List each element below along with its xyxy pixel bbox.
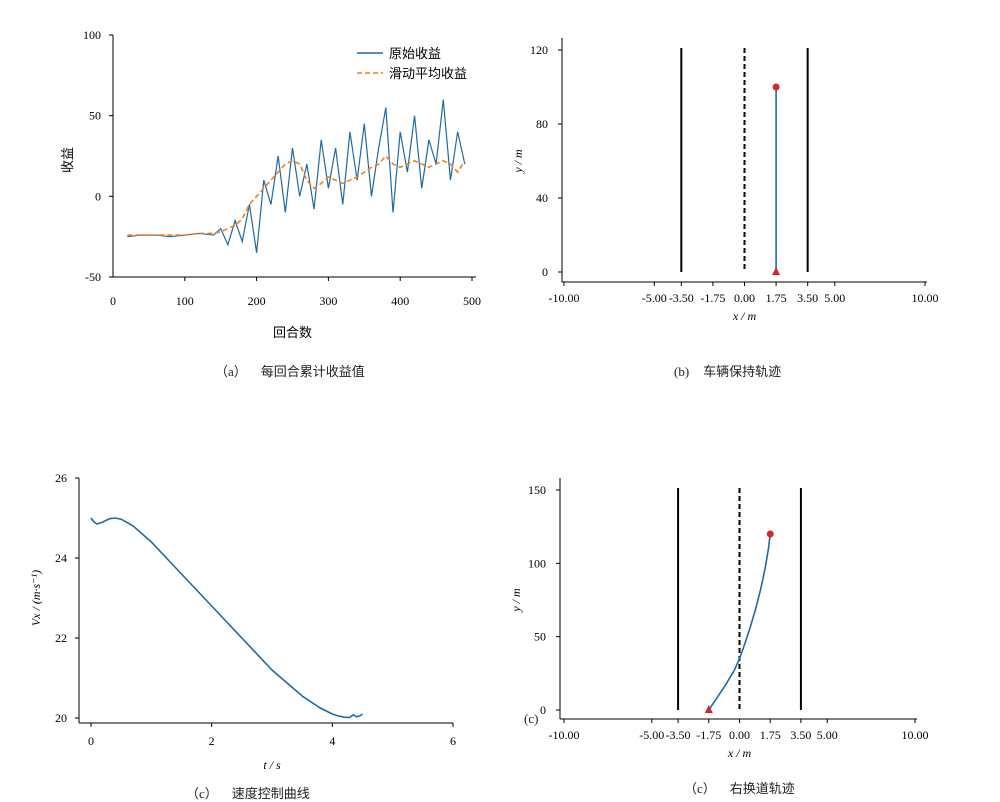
b-x-tick-label: -3.50 [669,291,694,305]
caption-c1-tag: （c） [186,786,218,801]
c1-y-axis-title: Vx / (m·s⁻¹) [29,570,43,626]
caption-b-text: 车辆保持轨迹 [703,364,782,379]
b-start-marker [772,267,781,275]
c1-x-tick-label: 4 [329,734,335,748]
c2-trajectory [708,533,772,711]
b-x-tick-label: 10.00 [912,291,939,305]
b-y-tick-label: 0 [542,265,548,279]
b-x-tick-label: 5.00 [824,291,845,305]
b-y-axis-title: y / m [511,149,525,174]
c2-x-tick-label: 3.50 [790,728,811,742]
b-y-tick-label: 80 [536,117,548,131]
a-x-tick-label: 200 [248,294,266,308]
c2-end-marker [766,530,774,538]
c2-y-tick-label: 150 [528,483,546,497]
c1-velocity-line [90,517,363,719]
b-x-tick-label: -10.00 [549,291,580,305]
c1-y-tick-label: 24 [55,551,67,565]
b-y-tick-label: 40 [536,191,548,205]
c2-x-tick-label: 5.00 [817,728,838,742]
caption-a-text: 每回合累计收益值 [260,364,365,379]
c2-x-tick-label: -1.75 [696,728,721,742]
a-legend-label: 滑动平均收益 [389,66,467,81]
b-x-tick-label: -1.75 [700,291,725,305]
c2-y-axis-title: y / m [509,588,523,613]
c1-x-tick-label: 2 [209,734,215,748]
b-x-tick-label: 3.50 [797,291,818,305]
c2-y-tick-label: 50 [534,630,546,644]
a-x-tick-label: 500 [463,294,481,308]
caption-a: （a） 每回合累计收益值 [215,361,379,380]
c2-x-tick-label: -5.00 [639,728,664,742]
a-x-tick-label: 400 [391,294,409,308]
c2-y-tick-label: 100 [528,556,546,570]
caption-c1-text: 速度控制曲线 [231,786,310,801]
c2-y-tick-label: 0 [540,703,546,717]
stray-label: (c) [524,711,539,726]
caption-c2: （c） 右换道轨迹 [684,778,809,797]
c1-x-tick-label: 6 [450,734,456,748]
c2-start-marker [704,705,713,713]
a-y-axis-title: 收益 [60,147,75,173]
b-x-axis-title: x / m [732,309,757,323]
b-y-tick-label: 120 [530,43,548,57]
a-x-axis-title: 回合数 [273,325,312,340]
a-x-tick-label: 0 [110,294,116,308]
a-y-tick-label: 0 [95,189,101,203]
c1-y-tick-label: 26 [55,471,67,485]
caption-a-tag: （a） [215,364,247,379]
b-x-tick-label: -5.00 [642,291,667,305]
a-x-tick-label: 100 [176,294,194,308]
c1-y-tick-label: 22 [55,631,67,645]
b-x-tick-label: 0.00 [734,291,755,305]
b-x-tick-label: 1.75 [766,291,787,305]
c2-x-tick-label: -3.50 [666,728,691,742]
c1-x-tick-label: 0 [88,734,94,748]
caption-c1: （c） 速度控制曲线 [186,783,324,802]
caption-b: (b) 车辆保持轨迹 [674,361,795,380]
caption-c2-text: 右换道轨迹 [729,781,795,796]
c1-y-tick-label: 20 [55,711,67,725]
c2-x-tick-label: 0.00 [729,728,750,742]
caption-c2-tag: （c） [684,781,716,796]
a-legend-label: 原始收益 [389,46,441,61]
a-y-tick-label: 100 [83,28,101,42]
a-x-tick-label: 300 [319,294,337,308]
a-series-moving-avg [127,154,466,236]
c2-x-tick-label: 10.00 [902,728,929,742]
caption-b-tag: (b) [674,364,690,379]
a-y-tick-label: -50 [85,270,101,284]
a-y-tick-label: 50 [89,109,101,123]
a-series-raw [127,99,466,253]
c2-x-tick-label: -10.00 [549,728,580,742]
c1-x-axis-title: t / s [263,758,281,772]
c2-x-axis-title: x / m [727,746,752,760]
b-end-marker [772,83,780,91]
c2-x-tick-label: 1.75 [760,728,781,742]
